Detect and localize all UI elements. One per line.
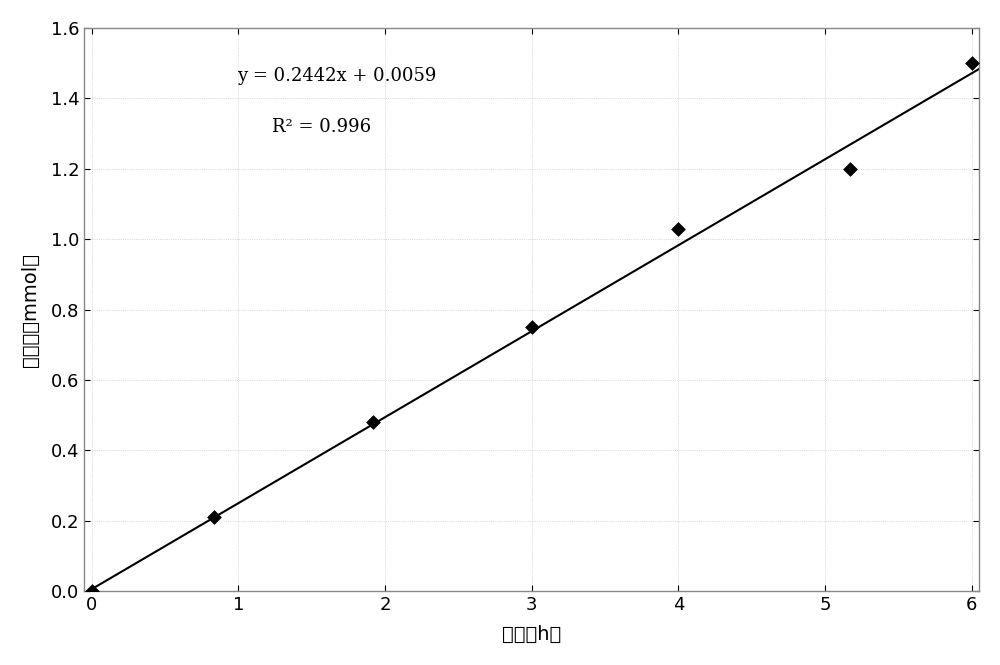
Point bbox=[670, 223, 686, 234]
Point bbox=[206, 512, 222, 523]
Point bbox=[842, 164, 858, 174]
Text: y = 0.2442x + 0.0059: y = 0.2442x + 0.0059 bbox=[237, 67, 436, 85]
Point bbox=[365, 417, 381, 428]
Point bbox=[84, 586, 100, 597]
X-axis label: 时间（h）: 时间（h） bbox=[502, 625, 561, 644]
Text: R² = 0.996: R² = 0.996 bbox=[272, 118, 371, 136]
Point bbox=[964, 58, 980, 68]
Y-axis label: 产氢量（mmol）: 产氢量（mmol） bbox=[21, 253, 40, 366]
Point bbox=[524, 322, 540, 332]
